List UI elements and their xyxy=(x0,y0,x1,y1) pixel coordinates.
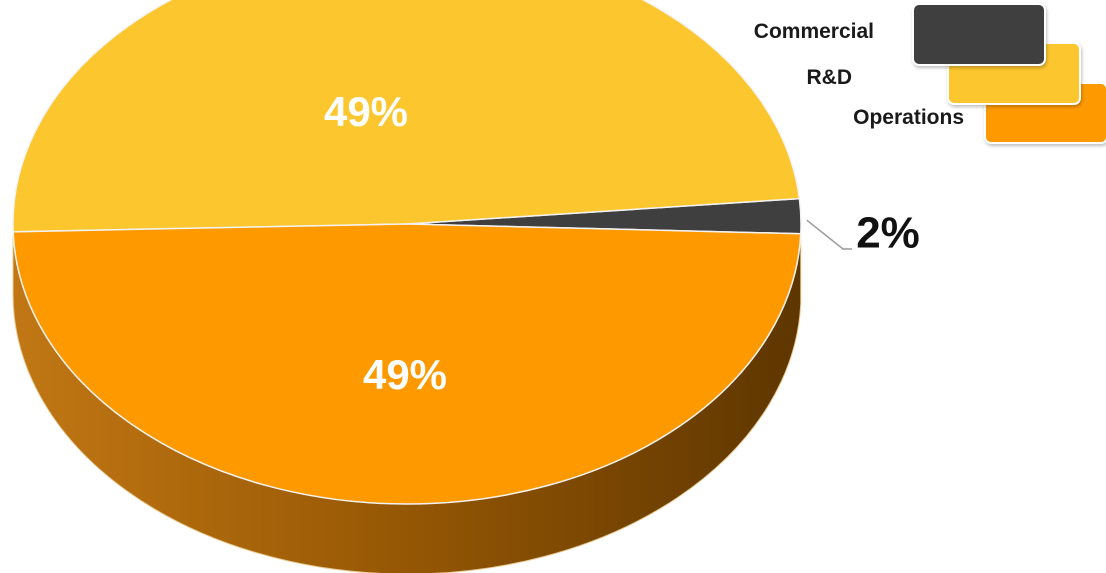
data-label-operations: 49% xyxy=(363,351,447,398)
legend-label-operations: Operations xyxy=(853,106,964,129)
pie-slice-operations xyxy=(12,223,802,505)
data-label-commercial: 2% xyxy=(856,209,920,258)
leader-line-commercial xyxy=(806,219,852,250)
data-label-rnd: 49% xyxy=(324,88,408,135)
legend-label-rnd: R&D xyxy=(806,66,853,89)
legend-label-commercial: Commercial xyxy=(753,20,874,43)
legend-swatch-commercial xyxy=(912,3,1046,66)
pie-slice-rnd xyxy=(12,0,801,233)
